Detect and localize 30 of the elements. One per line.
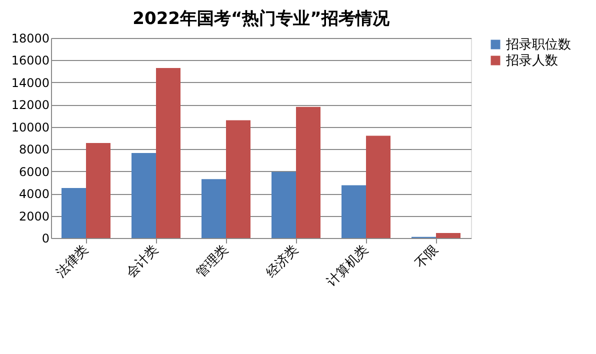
y-tick-label: 0 [42, 232, 50, 246]
bar [132, 153, 156, 238]
bar [202, 179, 226, 238]
bar [436, 233, 460, 238]
y-tick-label: 8000 [18, 142, 50, 157]
x-tick-label: 不限 [412, 242, 442, 272]
x-tick-label: 法律类 [53, 242, 92, 281]
x-tick-label: 计算机类 [324, 242, 372, 290]
y-tick-label: 18000 [11, 32, 50, 46]
bar [366, 136, 390, 238]
y-tick-label: 16000 [11, 54, 50, 68]
y-tick-label: 10000 [11, 120, 50, 134]
bar [156, 68, 180, 238]
y-tick-label: 4000 [18, 187, 50, 202]
bar [342, 185, 366, 238]
x-tick-label: 会计类 [123, 242, 162, 281]
legend-label: 招录职位数 [505, 38, 571, 52]
chart-title: 2022年国考“热门专业”招考情况 [132, 9, 390, 29]
y-tick-label: 6000 [18, 164, 50, 179]
bar [272, 172, 296, 238]
x-tick-label: 管理类 [193, 242, 232, 281]
bar [296, 106, 320, 238]
bar [226, 120, 250, 238]
x-tick-label: 经济类 [263, 242, 302, 281]
bar [86, 143, 110, 238]
bar [62, 188, 86, 238]
y-tick-label: 14000 [11, 76, 50, 90]
y-tick-label: 2000 [18, 209, 50, 224]
y-tick-label: 12000 [11, 98, 50, 112]
legend-label: 招录人数 [505, 54, 558, 68]
